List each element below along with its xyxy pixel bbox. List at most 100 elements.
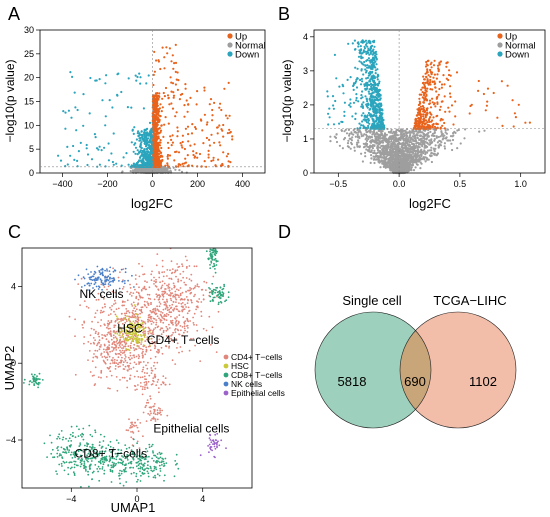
data-point	[426, 145, 429, 148]
data-point	[372, 85, 376, 89]
volcano-a-ylabel: −log10(p value)	[3, 59, 17, 142]
data-point	[148, 133, 151, 136]
data-point	[149, 147, 153, 150]
data-point	[420, 143, 424, 146]
data-point	[376, 73, 379, 76]
data-point	[221, 164, 224, 167]
data-point	[433, 59, 436, 62]
data-point	[422, 136, 425, 140]
data-point	[173, 62, 176, 65]
data-point	[168, 103, 171, 106]
data-point	[420, 150, 423, 153]
data-point	[356, 133, 359, 136]
data-point	[390, 140, 393, 143]
data-point	[152, 73, 155, 76]
data-point	[431, 132, 435, 135]
data-point	[419, 105, 422, 108]
data-point	[359, 83, 363, 86]
data-point	[73, 158, 76, 161]
data-point	[436, 73, 439, 76]
data-point	[347, 42, 350, 45]
data-point	[174, 115, 177, 118]
data-point	[369, 145, 372, 148]
legend-swatch	[227, 51, 233, 57]
data-point	[160, 146, 163, 150]
data-point	[98, 163, 101, 166]
data-point	[150, 137, 153, 140]
data-point	[380, 160, 383, 163]
data-point	[354, 82, 357, 85]
data-point	[186, 125, 190, 128]
data-point	[375, 87, 378, 90]
data-point	[166, 52, 169, 55]
data-point	[141, 153, 144, 156]
data-point	[180, 144, 183, 147]
data-point	[383, 159, 386, 163]
data-point	[152, 83, 155, 87]
data-point	[428, 99, 432, 102]
data-point	[448, 69, 451, 72]
data-point	[167, 96, 170, 99]
data-point	[412, 148, 415, 151]
data-point	[372, 52, 375, 55]
data-point	[373, 152, 376, 155]
volcano-a-xlabel: log2FC	[131, 196, 173, 211]
data-point	[405, 149, 408, 152]
data-point	[139, 142, 142, 146]
data-point	[402, 129, 405, 132]
data-point	[387, 130, 390, 134]
data-point	[449, 74, 452, 77]
data-point	[377, 126, 380, 129]
data-point	[365, 148, 368, 151]
data-point	[438, 61, 441, 64]
data-point	[390, 138, 393, 141]
data-point	[382, 139, 385, 142]
data-point	[416, 155, 419, 158]
data-point	[86, 153, 90, 156]
data-point	[150, 128, 153, 131]
data-point	[64, 127, 67, 130]
data-point	[434, 144, 437, 147]
data-point	[166, 162, 169, 165]
data-point	[416, 149, 419, 152]
data-point	[111, 106, 114, 109]
data-point	[376, 123, 380, 126]
data-point	[212, 159, 215, 162]
data-point	[156, 100, 159, 103]
data-point	[425, 60, 428, 64]
data-point	[220, 108, 223, 112]
data-point	[373, 113, 376, 117]
data-point	[431, 126, 434, 129]
data-point	[226, 117, 229, 120]
data-point	[428, 154, 432, 157]
data-point	[425, 75, 428, 78]
data-point	[374, 95, 377, 99]
data-point	[154, 143, 157, 146]
data-point	[412, 152, 415, 155]
data-point	[95, 147, 99, 150]
data-point	[355, 99, 358, 102]
data-point	[184, 83, 187, 86]
data-point	[181, 92, 184, 96]
data-point	[381, 147, 384, 150]
data-point	[422, 86, 426, 89]
data-point	[69, 154, 72, 157]
data-point	[176, 71, 179, 74]
data-point	[94, 79, 97, 82]
data-point	[164, 116, 167, 119]
y-tick-label: 15	[24, 97, 34, 107]
data-point	[207, 149, 210, 152]
data-point	[383, 157, 386, 160]
data-point	[378, 88, 381, 91]
data-point	[383, 132, 387, 135]
data-point	[104, 82, 107, 85]
data-point	[414, 139, 417, 142]
data-point	[69, 71, 72, 74]
data-point	[433, 102, 436, 105]
data-point	[364, 88, 367, 91]
data-point	[423, 149, 426, 152]
data-point	[153, 115, 156, 118]
data-point	[456, 147, 459, 150]
data-point	[379, 146, 382, 149]
data-point	[66, 145, 69, 148]
